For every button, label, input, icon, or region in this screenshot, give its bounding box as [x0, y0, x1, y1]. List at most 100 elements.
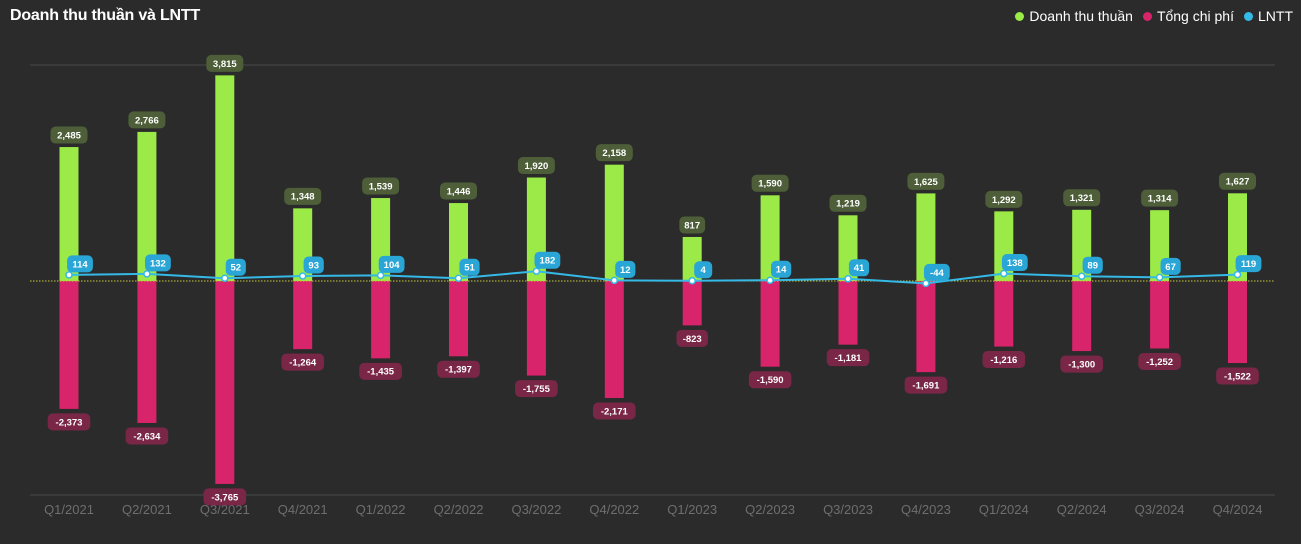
cost-bar[interactable]: [1150, 281, 1170, 349]
cost-bar[interactable]: [59, 281, 79, 409]
profit-data-label: 12: [615, 260, 636, 278]
x-tick-label: Q3/2024: [1135, 502, 1185, 517]
cost-data-label: -823: [676, 329, 708, 347]
cost-data-label-bg: [515, 380, 558, 398]
profit-data-label-bg: [1160, 257, 1181, 275]
profit-data-label-text: 132: [150, 258, 166, 269]
profit-data-label-bg: [1235, 255, 1262, 273]
profit-point[interactable]: [454, 274, 463, 283]
cost-data-label-bg: [982, 351, 1026, 369]
cost-bar[interactable]: [994, 281, 1014, 347]
cost-data-label: -2,171: [593, 402, 636, 420]
revenue-bar[interactable]: [916, 193, 936, 281]
legend-item-cost[interactable]: Tổng chi phí: [1142, 8, 1234, 24]
cost-data-label-text: -2,634: [133, 431, 161, 442]
cost-data-label-text: -3,765: [211, 492, 239, 503]
profit-point[interactable]: [1155, 273, 1164, 282]
cost-bar[interactable]: [449, 281, 468, 357]
revenue-bar[interactable]: [59, 147, 79, 281]
cost-bar[interactable]: [293, 281, 313, 350]
revenue-data-label: 1,627: [1219, 172, 1256, 190]
revenue-data-label-bg: [1141, 189, 1179, 207]
cost-bar[interactable]: [838, 281, 858, 345]
profit-point[interactable]: [1000, 269, 1008, 278]
x-tick-label: Q4/2024: [1213, 502, 1263, 517]
profit-data-label: 4: [694, 261, 713, 279]
profit-data-label-text: 41: [854, 263, 865, 274]
x-tick-label: Q3/2022: [511, 502, 561, 517]
profit-data-label: 114: [67, 255, 93, 273]
revenue-data-label: 2,766: [128, 111, 166, 129]
x-tick-label: Q2/2023: [745, 502, 795, 517]
x-tick-label: Q4/2021: [278, 502, 328, 517]
revenue-data-label: 3,815: [206, 54, 244, 72]
profit-data-label-text: 52: [231, 263, 242, 274]
profit-data-label-bg: [924, 263, 950, 281]
profit-point[interactable]: [1077, 272, 1086, 280]
x-tick-label: Q4/2023: [901, 502, 951, 517]
cost-bar[interactable]: [1228, 281, 1247, 364]
profit-data-label-bg: [1001, 254, 1028, 272]
legend-item-profit[interactable]: LNTT: [1244, 8, 1293, 24]
profit-point[interactable]: [610, 276, 619, 285]
legend-item-revenue[interactable]: Doanh thu thuần: [1015, 8, 1133, 24]
cost-bar[interactable]: [526, 281, 546, 376]
cost-data-label-text: -1,300: [1068, 359, 1095, 370]
revenue-data-label-bg: [1063, 189, 1101, 207]
cost-data-label-bg: [748, 371, 792, 389]
revenue-data-label-bg: [284, 187, 322, 205]
cost-data-label: -1,264: [281, 353, 324, 371]
revenue-data-label-text: 1,590: [758, 179, 782, 190]
profit-data-label-bg: [225, 258, 246, 276]
revenue-bar[interactable]: [760, 195, 780, 281]
cost-data-label: -1,252: [1138, 352, 1181, 370]
legend-dot-profit-icon: [1244, 11, 1253, 21]
legend: Doanh thu thuần Tổng chi phí LNTT: [1015, 8, 1293, 24]
cost-bar[interactable]: [137, 281, 157, 423]
revenue-data-label-bg: [128, 111, 166, 129]
profit-data-label: 89: [1082, 256, 1103, 274]
profit-point[interactable]: [532, 267, 541, 275]
profit-point[interactable]: [922, 279, 930, 288]
profit-data-label-bg: [615, 260, 636, 278]
revenue-data-label-text: 1,292: [992, 195, 1016, 206]
cost-bar[interactable]: [604, 281, 624, 399]
cost-bar[interactable]: [760, 281, 780, 367]
cost-bar[interactable]: [215, 281, 235, 484]
revenue-data-label-bg: [362, 177, 400, 195]
profit-point[interactable]: [688, 277, 696, 285]
legend-dot-revenue-icon: [1015, 11, 1025, 21]
profit-point[interactable]: [65, 271, 73, 279]
revenue-data-label-text: 1,920: [525, 161, 549, 172]
revenue-bar[interactable]: [137, 131, 157, 281]
profit-point[interactable]: [221, 274, 229, 282]
x-tick-label: Q3/2023: [823, 502, 873, 517]
profit-point[interactable]: [844, 275, 852, 283]
cost-bar[interactable]: [371, 281, 391, 359]
chart-title: Doanh thu thuần và LNTT: [10, 7, 201, 24]
revenue-data-label-text: 2,766: [135, 115, 159, 126]
revenue-bar[interactable]: [604, 164, 624, 281]
cost-data-label-bg: [203, 488, 247, 506]
cost-bar[interactable]: [916, 281, 936, 373]
profit-point[interactable]: [766, 276, 774, 284]
revenue-data-label-bg: [595, 144, 633, 162]
revenue-data-label: 1,446: [440, 182, 477, 200]
profit-point[interactable]: [298, 272, 307, 280]
revenue-bar[interactable]: [215, 75, 235, 282]
profit-data-label-bg: [67, 255, 93, 273]
x-tick-label: Q1/2024: [979, 502, 1029, 517]
profit-point[interactable]: [143, 270, 151, 278]
cost-bar[interactable]: [682, 281, 702, 326]
profit-point[interactable]: [376, 271, 385, 280]
x-tick-label: Q2/2024: [1057, 502, 1107, 517]
cost-data-label-text: -1,252: [1146, 357, 1173, 368]
cost-data-label: -1,181: [826, 349, 870, 367]
profit-data-label: 104: [378, 255, 405, 273]
profit-data-label-text: 4: [701, 265, 707, 276]
profit-point[interactable]: [1233, 270, 1242, 279]
revenue-data-label-text: 3,815: [213, 59, 237, 70]
cost-bar[interactable]: [1072, 281, 1092, 352]
revenue-data-label-bg: [50, 126, 88, 144]
